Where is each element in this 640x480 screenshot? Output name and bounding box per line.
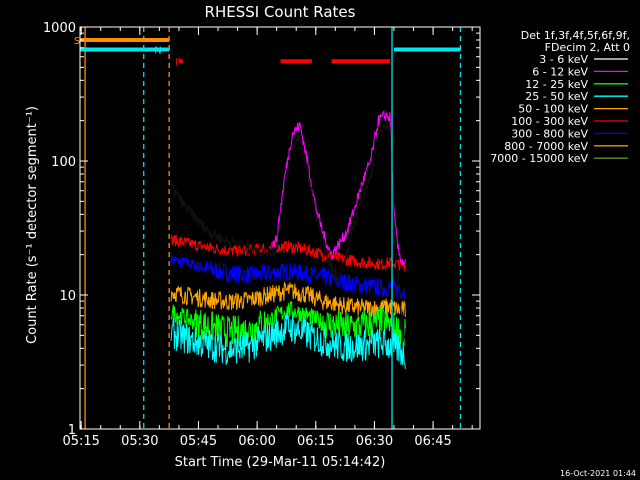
footer-timestamp: 16-Oct-2021 01:44 — [560, 469, 636, 478]
plot-area — [170, 110, 406, 370]
series-line-4 — [170, 281, 406, 318]
annotations: S N F — [74, 27, 462, 429]
y-tick-label: 1000 — [43, 21, 76, 36]
x-tick-label: 06:00 — [238, 434, 275, 449]
y-tick-label: 1 — [68, 423, 76, 438]
axes — [79, 26, 481, 430]
legend-label: 800 - 7000 keV — [504, 140, 588, 153]
x-tick-label: 06:45 — [414, 434, 451, 449]
flare-flag-label: F — [175, 57, 181, 68]
legend-label: 7000 - 15000 keV — [490, 152, 588, 165]
flag-label: S — [74, 36, 80, 47]
x-tick-label: 06:15 — [297, 434, 334, 449]
legend-label: 25 - 50 keV — [525, 90, 588, 103]
legend-label: 100 - 300 keV — [511, 115, 588, 128]
series-line-5 — [170, 234, 406, 272]
plot-frame — [79, 26, 481, 430]
series-line-3 — [170, 313, 406, 370]
x-tick-label: 05:45 — [180, 434, 217, 449]
x-tick-label: 06:30 — [356, 434, 393, 449]
series-line-6 — [170, 254, 406, 301]
series-line-0 — [170, 121, 406, 349]
x-tick-label: 05:15 — [62, 434, 99, 449]
legend-label: 50 - 100 keV — [518, 103, 588, 116]
flag-label: N — [154, 45, 161, 56]
x-axis-label: Start Time (29-Mar-11 05:14:42) — [175, 455, 386, 470]
legend-label: 300 - 800 keV — [511, 127, 588, 140]
legend: Det 1f,3f,4f,5f,6f,9f, FDecim 2, Att 0 3… — [490, 29, 630, 165]
legend-label: 6 - 12 keV — [532, 65, 588, 78]
tick-labels: 05:15 05:30 05:45 06:00 06:15 06:30 06:45 1 10 10… — [43, 21, 452, 449]
legend-label: 12 - 25 keV — [525, 78, 588, 91]
series-line-1 — [272, 110, 406, 266]
chart-title: RHESSI Count Rates — [205, 3, 356, 21]
y-axis-label: Count Rate (s⁻¹ detector segment⁻¹) — [25, 106, 40, 344]
y-tick-label: 10 — [59, 289, 76, 304]
y-tick-label: 100 — [51, 155, 76, 170]
legend-header-line-1: Det 1f,3f,4f,5f,6f,9f, — [521, 29, 630, 42]
legend-label: 3 - 6 keV — [539, 53, 588, 66]
legend-header-line-2: FDecim 2, Att 0 — [545, 41, 630, 54]
x-tick-label: 05:30 — [121, 434, 158, 449]
